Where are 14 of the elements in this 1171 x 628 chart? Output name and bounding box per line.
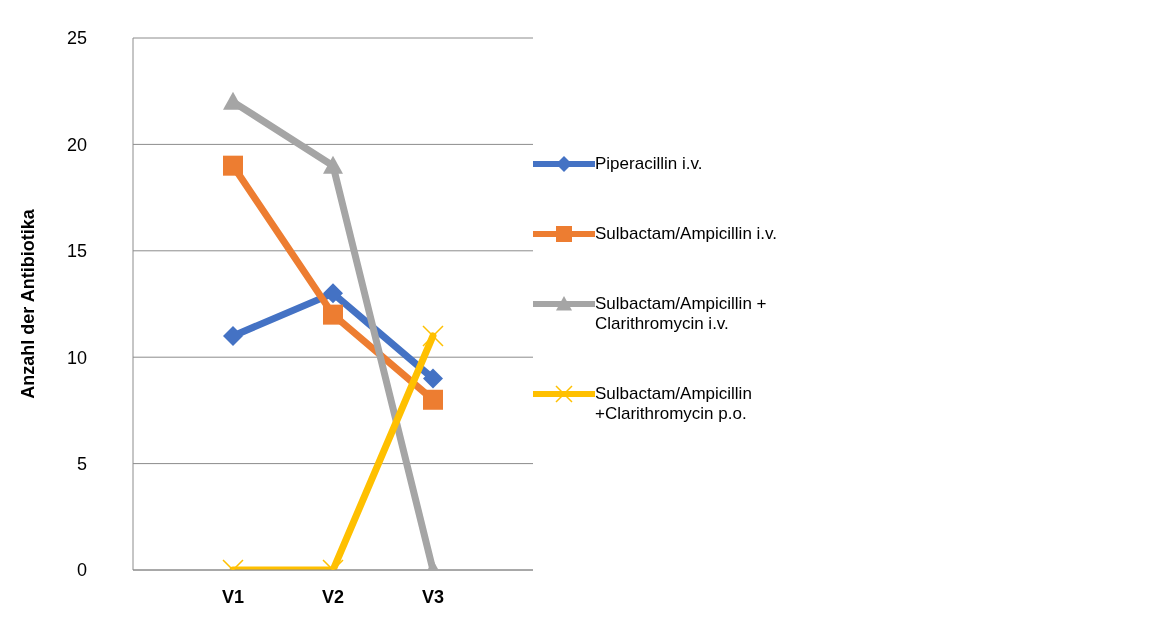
y-tick-label: 0 — [76, 560, 87, 581]
x-tick-label: V1 — [221, 586, 245, 607]
legend-label: Sulbactam/Ampicillin i.v. — [595, 224, 779, 244]
legend-label: Sulbactam/Ampicillin +Clarithromycin p.o. — [595, 384, 753, 424]
legend-label: Piperacillin i.v. — [595, 154, 704, 174]
x-tick-label: V3 — [421, 586, 445, 607]
y-tick-label: 20 — [66, 134, 87, 155]
y-tick-label: 25 — [66, 28, 87, 49]
y-tick-label: 15 — [66, 241, 87, 262]
y-tick-label: 10 — [66, 347, 87, 368]
y-tick-label: 5 — [76, 453, 87, 474]
x-tick-label: V2 — [321, 586, 345, 607]
y-axis-title: Anzahl der Antibiotika — [18, 208, 39, 399]
legend-label: Sulbactam/Ampicillin + Clarithromycin i.v. — [595, 294, 768, 334]
